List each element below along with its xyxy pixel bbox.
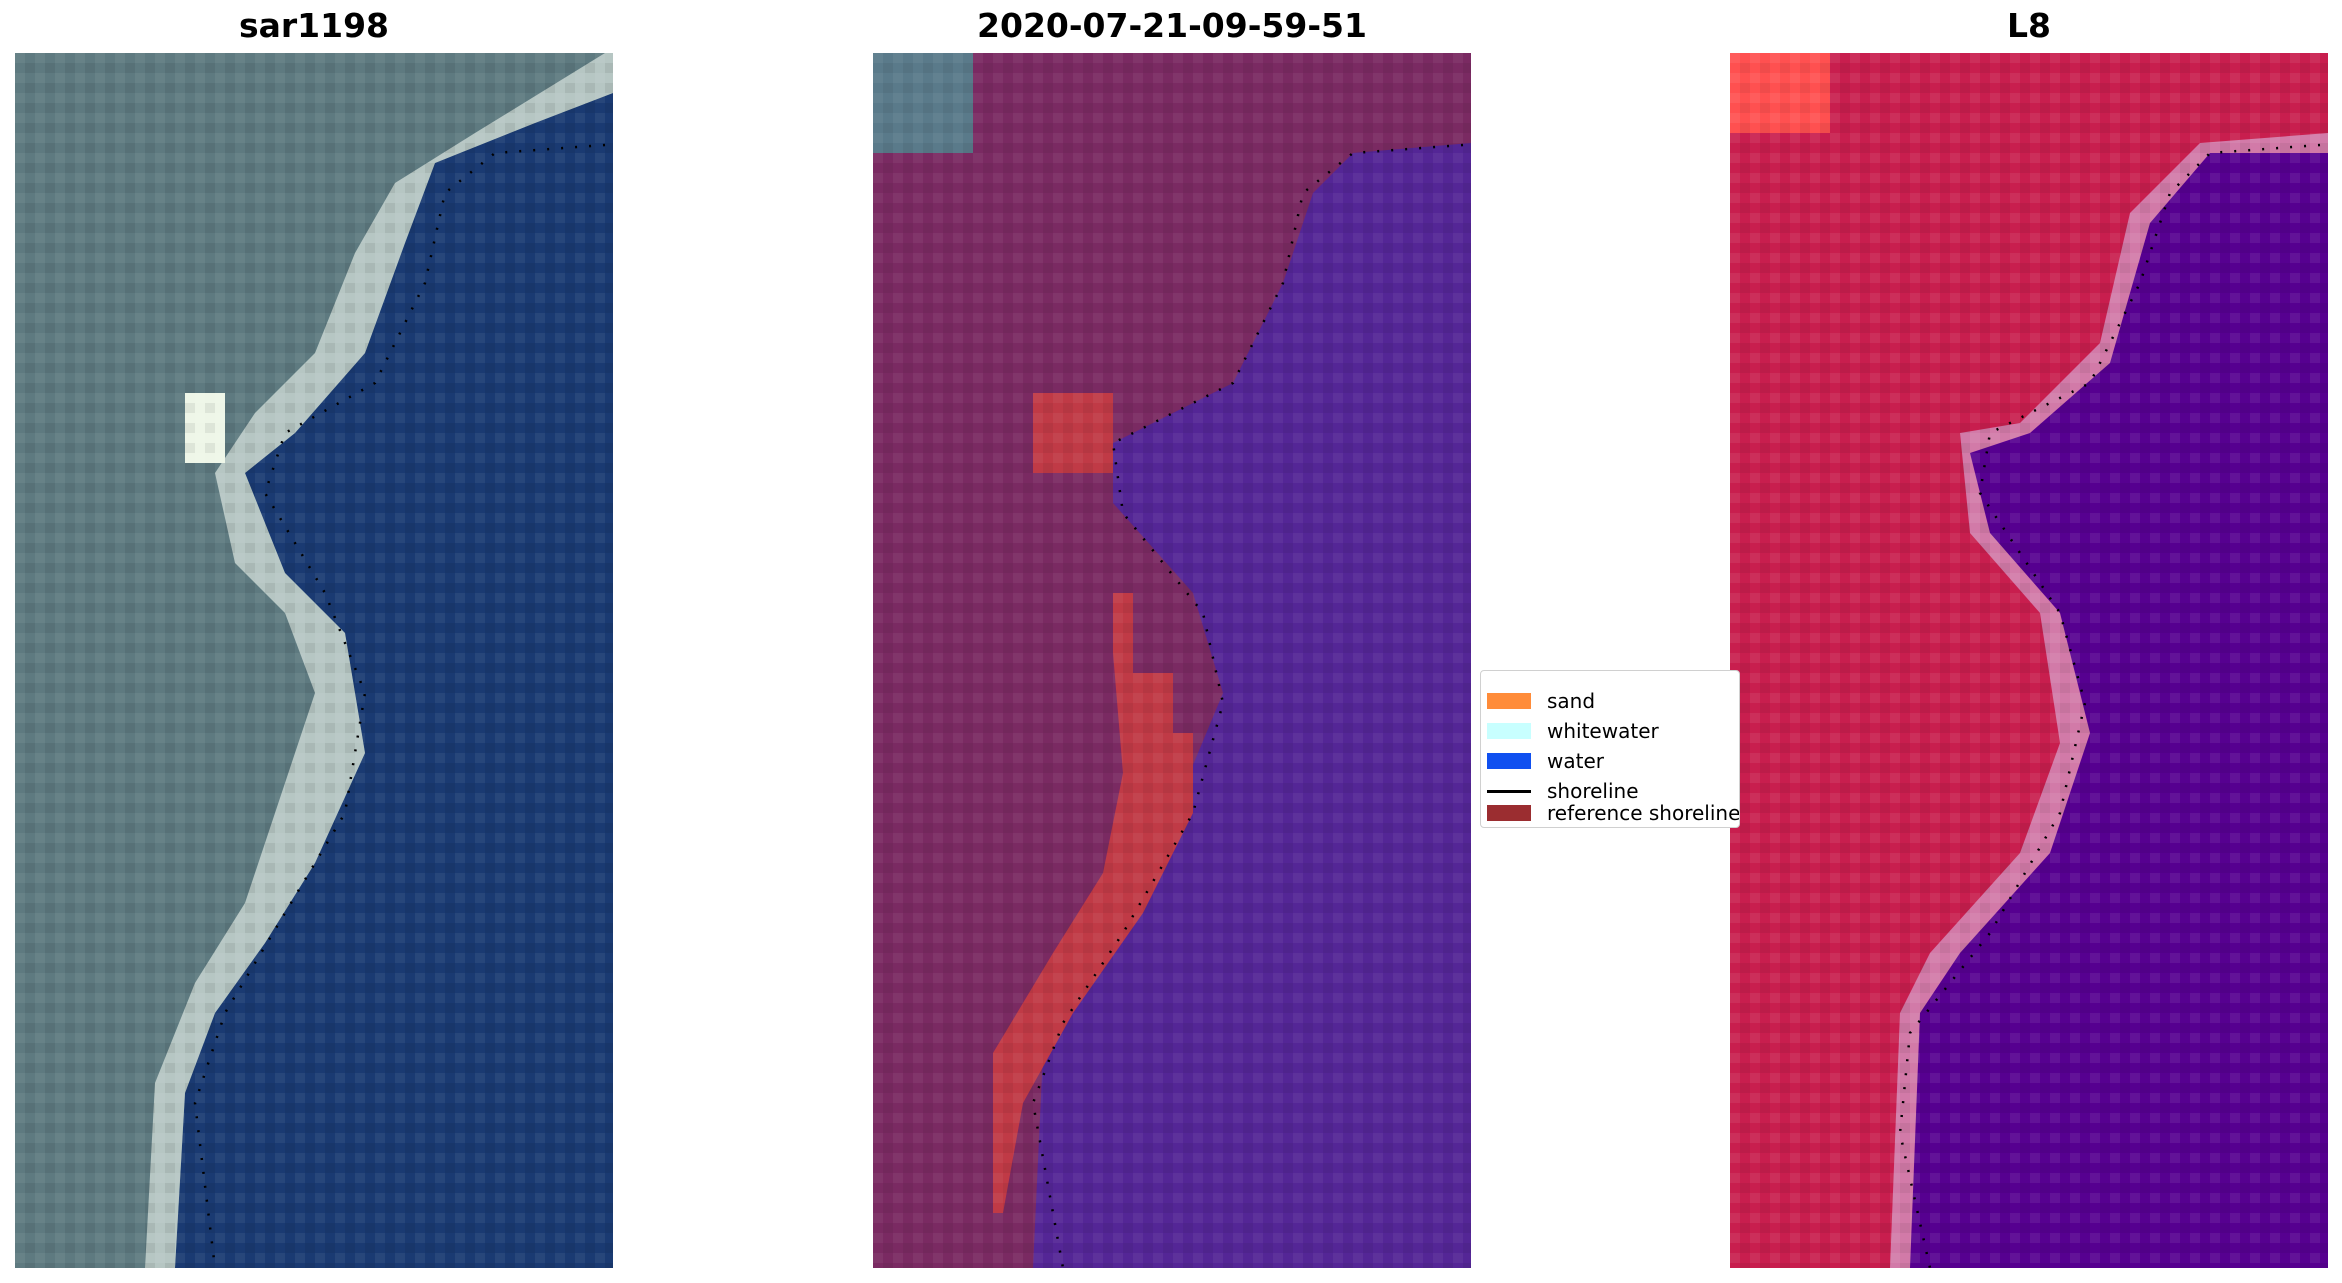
legend-label: sand — [1547, 689, 1596, 713]
water-swatch-icon — [1487, 753, 1531, 769]
whitewater-swatch-icon — [1487, 723, 1531, 739]
reference-shoreline-swatch-icon — [1487, 805, 1531, 821]
satellite-image-rgb — [15, 53, 613, 1268]
legend-item-shoreline: shoreline — [1487, 779, 1639, 803]
legend-label: shoreline — [1547, 779, 1639, 803]
panel-title: L8 — [2007, 6, 2051, 45]
satellite-image-classified — [873, 53, 1471, 1268]
shoreline-line-icon — [1487, 789, 1531, 793]
legend-item-whitewater: whitewater — [1487, 719, 1659, 743]
legend-label: reference shoreline — [1547, 801, 1740, 825]
legend-item-reference-shoreline: reference shoreline — [1487, 801, 1740, 825]
panel-title: sar1198 — [238, 6, 390, 45]
satellite-image-l8 — [1730, 53, 2328, 1268]
legend-item-water: water — [1487, 749, 1604, 773]
legend-label: water — [1547, 749, 1604, 773]
legend-label: whitewater — [1547, 719, 1659, 743]
legend-item-sand: sand — [1487, 689, 1595, 713]
panel-title: 2020-07-21-09-59-51 — [977, 6, 1367, 45]
sand-swatch-icon — [1487, 693, 1531, 709]
legend: sand whitewater water shoreline referenc… — [1480, 670, 1740, 828]
